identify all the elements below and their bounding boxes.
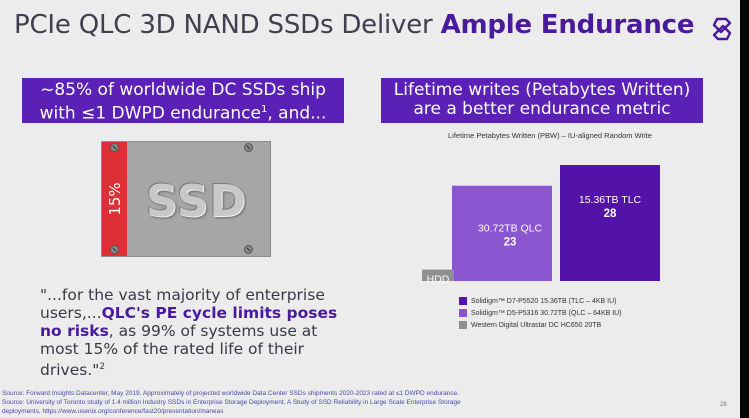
bar-group: 15.36TB TLC 28 [560,165,660,281]
page-number: 28 [720,402,727,408]
legend-swatch [459,321,467,329]
legend-swatch [459,297,467,305]
chart-title: Lifetime Petabytes Written (PBW) – IU-al… [448,131,652,140]
screw-icon [244,143,253,152]
footer-line1: Source: Forward Insights Datacenter, May… [2,390,459,397]
right-banner-line2: are a better endurance metric [413,99,671,119]
footer-line3: deployments, https://www.usenix.org/conf… [2,408,224,415]
bar [560,165,660,281]
quote-text: "...for the vast majority of enterprise … [40,286,338,380]
legend-label: Solidigm™ D7-P5520 15.36TB (TLC – 4KB IU… [471,297,617,305]
screw-icon [244,245,253,254]
ssd-red-portion [102,142,127,256]
screw-icon [110,245,119,254]
screen-edge [740,0,749,418]
footer-line2: Source: University of Toronto study of 1… [2,399,461,406]
solidigm-logo-icon [712,17,732,41]
legend-item: Solidigm™ D7-P5520 15.36TB (TLC – 4KB IU… [459,295,622,307]
quote-highlight: QLC's PE cycle limits poses no risks [40,304,338,340]
right-banner-line1: Lifetime writes (Petabytes Written) [393,80,691,100]
legend-swatch [459,309,467,317]
bar-category-label: 30.72TB QLC [478,223,543,235]
left-banner: ~85% of worldwide DC SSDs ship with ≤1 D… [22,78,344,123]
bar-value-label: 23 [504,237,517,249]
screw-icon [110,143,119,152]
legend-label: Solidigm™ D5-P5316 30.72TB (QLC – 64KB I… [471,309,622,317]
title-prefix: PCIe QLC 3D NAND SSDs Deliver [14,10,441,40]
slide-title: PCIe QLC 3D NAND SSDs Deliver Ample Endu… [14,10,695,50]
ssd-percent-label: 15% [106,182,124,216]
bar-value-label: 28 [604,208,617,220]
bar-category-label: 15.36TB TLC [579,194,642,206]
bar [422,269,454,281]
bar-group: 30.72TB QLC 23 [452,185,552,281]
pbw-bar-chart: 30.72TB QLC 23 HDD2.75 15.36TB TLC 28 [422,165,660,288]
bar-category-label: HDD [427,274,450,286]
footer-sources: Source: Forward Insights Datacenter, May… [2,389,622,416]
left-banner-line2: with ≤1 DWPD endurance1, and... [39,103,327,124]
chart-legend: Solidigm™ D7-P5520 15.36TB (TLC – 4KB IU… [459,295,622,331]
title-emphasis: Ample Endurance [440,10,695,40]
legend-item: Solidigm™ D5-P5316 30.72TB (QLC – 64KB I… [459,307,622,319]
right-banner: Lifetime writes (Petabytes Written) are … [381,78,703,123]
bar [452,185,552,281]
ssd-label: SSD [146,176,247,227]
legend-item: Western Digital Ultrastar DC HC650 20TB [459,319,622,331]
left-banner-line1: ~85% of worldwide DC SSDs ship [40,80,326,100]
ssd-graphic: 15% SSD [101,141,271,257]
bar-group: HDD2.75 [422,269,454,288]
legend-label: Western Digital Ultrastar DC HC650 20TB [471,321,602,329]
